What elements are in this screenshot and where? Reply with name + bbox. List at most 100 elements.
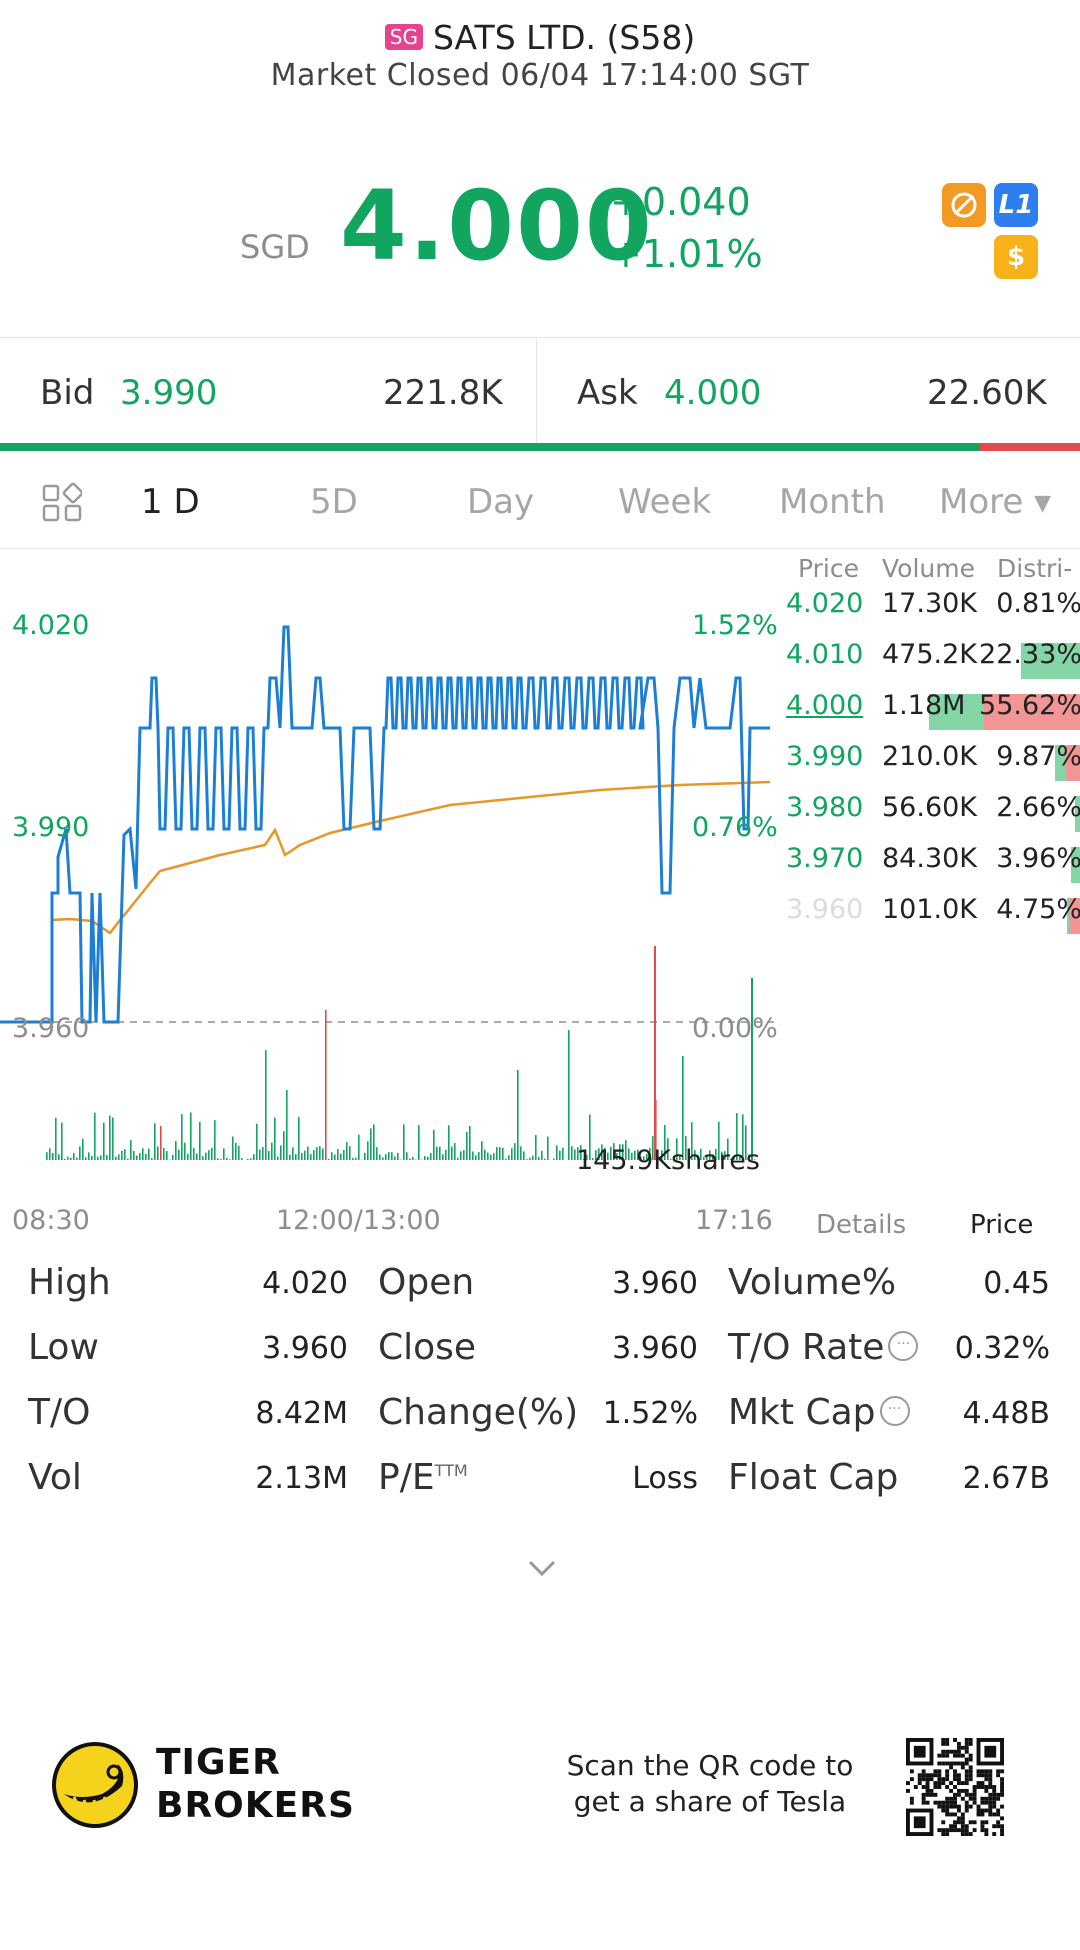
qr-module <box>1000 1777 1004 1782</box>
distribution-row[interactable]: 3.990 210.0K 9.87% <box>786 741 1080 792</box>
distribution-row[interactable]: 4.010 475.2K 22.33% <box>786 639 1080 690</box>
dist-percent: 3.96% <box>996 843 1080 874</box>
layout-grid-icon[interactable] <box>42 482 82 522</box>
currency-label: SGD <box>240 228 310 266</box>
qr-module <box>968 1769 973 1774</box>
qr-module <box>945 1761 950 1766</box>
side-tab-price[interactable]: Price <box>970 1210 1034 1240</box>
volume-bar <box>268 1151 270 1160</box>
volume-bar-peak <box>654 946 656 1160</box>
distribution-row[interactable]: 3.980 56.60K 2.66% <box>786 792 1080 843</box>
distribution-row[interactable]: 4.020 17.30K 0.81% <box>786 588 1080 639</box>
buy-share-bar <box>1020 643 1080 679</box>
volume-bar <box>139 1153 141 1160</box>
tab-day[interactable]: Day <box>467 482 535 522</box>
volume-bar <box>100 1155 102 1160</box>
qr-module <box>968 1820 973 1825</box>
exchange-badge: SG <box>384 24 423 50</box>
volume-bar <box>49 1148 51 1160</box>
price-line <box>0 625 770 1024</box>
volume-bar <box>718 1121 720 1160</box>
tab-month[interactable]: Month <box>779 482 886 522</box>
qr-module <box>953 1777 957 1782</box>
tab-5d[interactable]: 5D <box>310 482 358 522</box>
volume-bar <box>715 1148 717 1160</box>
qr-module <box>1000 1816 1004 1821</box>
qr-module <box>960 1753 965 1758</box>
qr-module <box>980 1800 985 1805</box>
volume-bar <box>73 1153 75 1160</box>
volume-bar <box>79 1146 81 1160</box>
volume-bar <box>526 1159 528 1160</box>
distribution-row[interactable]: 3.970 84.30K 3.96% <box>786 843 1080 894</box>
qr-module <box>945 1741 950 1746</box>
volume-bar <box>76 1157 78 1160</box>
distribution-row[interactable]: 3.960 101.0K 4.75% <box>786 894 1080 945</box>
volume-bar <box>517 1070 519 1160</box>
bid-ask-bar: Bid 3.990 221.8K Ask 4.000 22.60K <box>0 338 1080 448</box>
volume-bar <box>310 1154 312 1160</box>
qr-module <box>968 1738 973 1742</box>
stat-label: Mkt Cap ··· <box>728 1392 910 1433</box>
distribution-row[interactable]: 4.000 1.18M 55.62% <box>786 690 1080 741</box>
volume-bar <box>46 1152 48 1160</box>
qr-module <box>988 1773 993 1778</box>
intraday-chart[interactable]: 4.020 3.990 3.960 1.52% 0.76% 0.00% 145.… <box>0 548 1080 1240</box>
chevron-down-icon: ▼ <box>1034 491 1052 516</box>
qr-module <box>929 1792 934 1797</box>
qr-module <box>945 1832 950 1836</box>
volume-bar <box>265 1050 267 1160</box>
volume-bar <box>259 1149 261 1160</box>
stock-title[interactable]: SATS LTD. (S58) <box>432 17 696 57</box>
tab-more[interactable]: More ▼ <box>939 482 1051 522</box>
volume-bar <box>211 1147 213 1160</box>
qr-module <box>980 1781 985 1786</box>
qr-module <box>972 1820 977 1825</box>
volume-bar <box>235 1142 237 1160</box>
expand-chevron-icon[interactable] <box>524 1550 560 1586</box>
qr-module <box>996 1812 1001 1817</box>
side-tab-details[interactable]: Details <box>816 1210 907 1240</box>
qr-module <box>960 1832 965 1836</box>
divider <box>0 548 1080 549</box>
qr-module <box>937 1828 942 1833</box>
dist-volume: 17.30K <box>882 588 978 619</box>
volume-bar <box>385 1154 387 1160</box>
stat-value: 4.020 <box>262 1266 348 1301</box>
info-icon[interactable]: ··· <box>888 1331 919 1361</box>
dist-volume: 1.18M <box>882 690 966 721</box>
volume-bar <box>514 1143 516 1160</box>
x-label-mid: 12:00/13:00 <box>276 1205 441 1236</box>
qr-module <box>972 1828 977 1833</box>
tab-1d[interactable]: 1 D <box>141 482 200 522</box>
volume-bar <box>703 1156 705 1160</box>
volume-bar <box>247 1158 249 1160</box>
stat-label: Close <box>378 1327 477 1368</box>
qr-module <box>964 1761 969 1766</box>
level1-icon[interactable]: L1 <box>994 183 1038 227</box>
qr-module <box>980 1824 985 1829</box>
qr-module <box>945 1808 950 1813</box>
stat-value: 0.32% <box>954 1331 1050 1366</box>
x-label-start: 08:30 <box>12 1205 90 1236</box>
dollar-icon[interactable]: $ <box>994 235 1038 279</box>
volume-bar <box>484 1149 486 1160</box>
qr-module <box>980 1773 985 1778</box>
qr-module <box>968 1777 973 1782</box>
volume-bar <box>424 1156 426 1160</box>
qr-module <box>933 1773 938 1778</box>
volume-bar <box>130 1140 132 1160</box>
volume-bar <box>121 1150 123 1160</box>
hidden-eye-icon[interactable] <box>942 183 986 227</box>
ask-strength-bar <box>979 443 1080 451</box>
tab-week[interactable]: Week <box>618 482 712 522</box>
volume-bar <box>631 1152 633 1160</box>
qr-module <box>945 1800 950 1805</box>
qr-module <box>953 1773 957 1778</box>
volume-bar <box>622 1144 624 1160</box>
qr-module <box>949 1824 954 1829</box>
info-icon[interactable]: ··· <box>879 1396 910 1426</box>
volume-bar <box>637 1149 639 1160</box>
volume-bar <box>466 1131 468 1160</box>
volume-bar <box>694 1150 696 1160</box>
